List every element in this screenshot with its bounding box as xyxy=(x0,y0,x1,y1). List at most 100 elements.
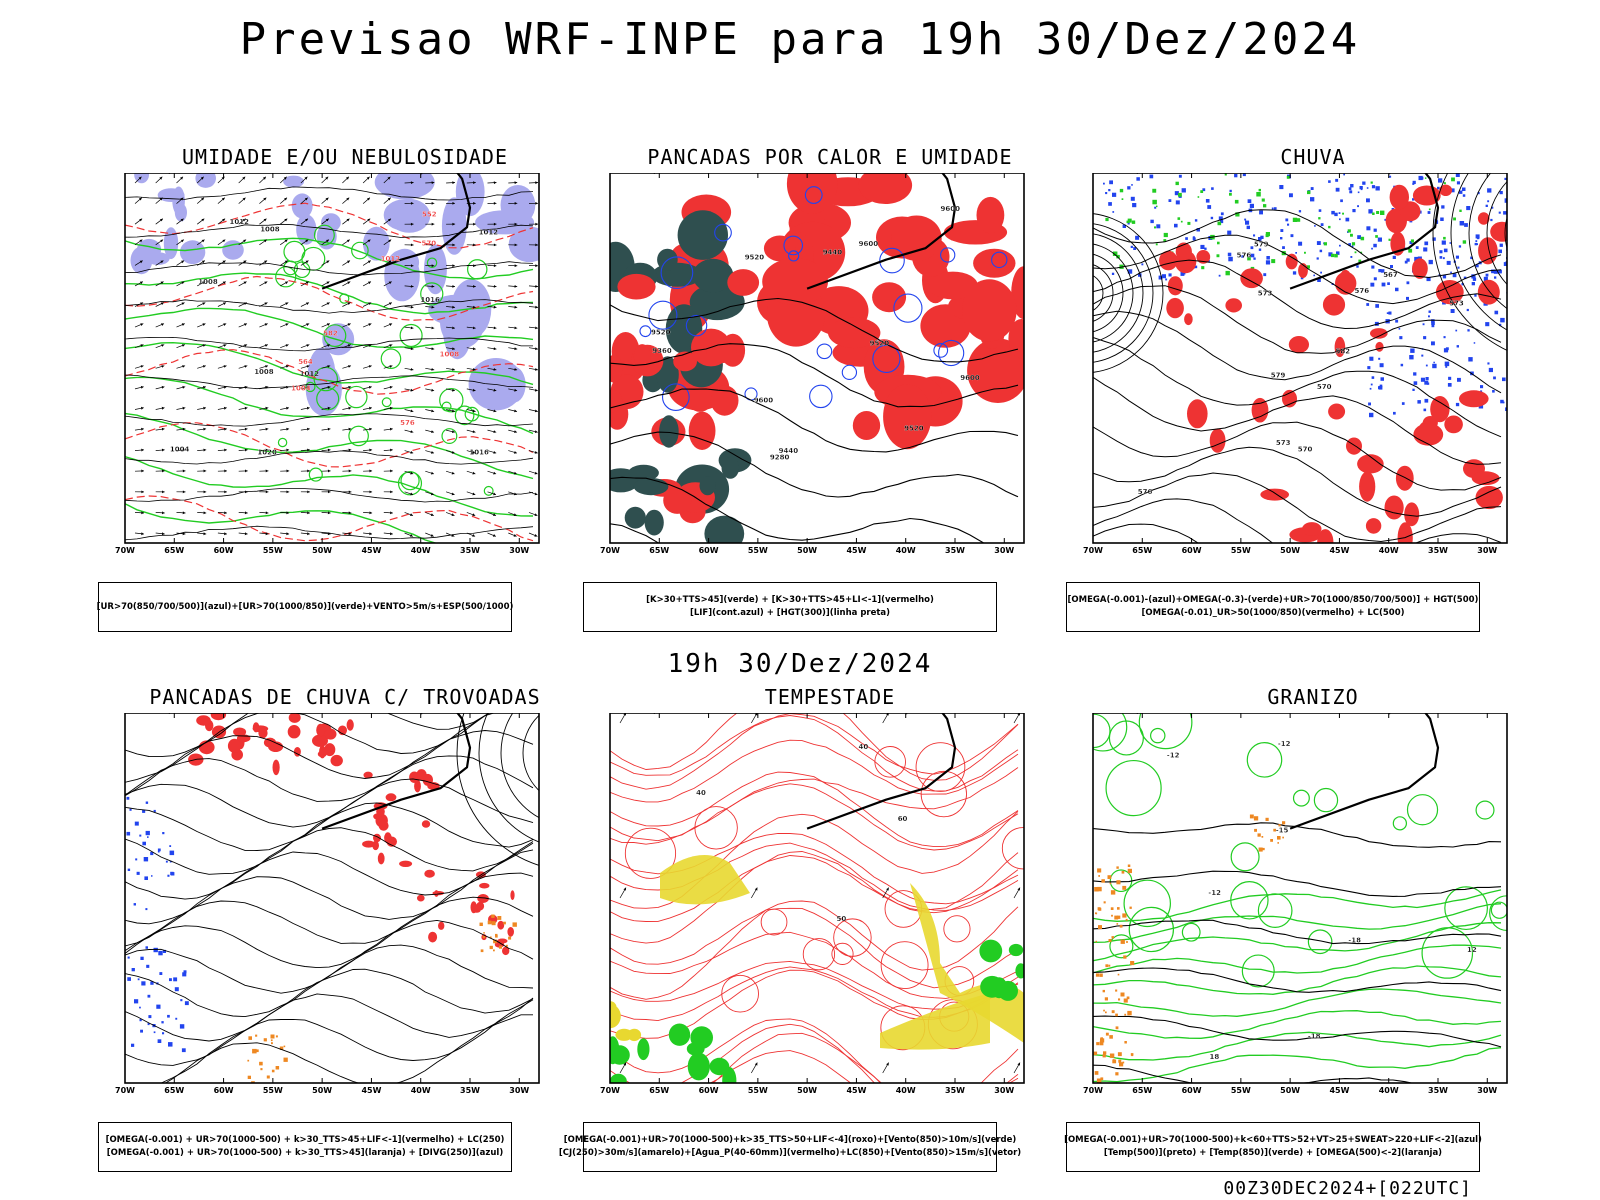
omega-blue xyxy=(1253,234,1256,237)
storm-red xyxy=(377,852,385,865)
lc850-streamline xyxy=(610,1018,1019,1083)
omega-blue xyxy=(1412,198,1415,201)
wind-vector xyxy=(431,347,435,351)
divergence-blue xyxy=(142,841,146,846)
omega-blue xyxy=(1455,173,1460,177)
hgt500-contour xyxy=(1093,472,1502,543)
lon-label: 35W xyxy=(1428,546,1448,555)
omega-orange xyxy=(1122,1061,1125,1064)
divergence-blue xyxy=(174,987,179,992)
divergence-blue xyxy=(165,860,168,863)
divergence-blue xyxy=(156,1004,161,1009)
wind-vector xyxy=(369,490,373,494)
lon-label: 30W xyxy=(994,546,1014,555)
wind-vector xyxy=(451,409,455,413)
omega-blue xyxy=(1158,275,1163,280)
wind-vector xyxy=(368,365,372,368)
omega-orange xyxy=(1257,833,1261,837)
wind-vector xyxy=(410,202,414,205)
omega-blue xyxy=(1265,260,1271,265)
wind-vector xyxy=(493,409,497,413)
storm-red xyxy=(502,946,510,956)
wind-vector xyxy=(388,302,392,305)
wind-vector xyxy=(327,427,331,431)
humidity-contour xyxy=(439,387,464,413)
omega-orange xyxy=(1262,847,1265,851)
omega-blue xyxy=(1455,402,1460,407)
wind-vector xyxy=(431,430,434,433)
wind-vector xyxy=(326,323,330,326)
temp500-contour xyxy=(1093,967,1502,993)
omega-blue xyxy=(1310,197,1315,202)
rain-red xyxy=(1175,242,1192,261)
omega-green xyxy=(1224,173,1227,176)
omega-blue xyxy=(1279,185,1284,190)
omega-orange xyxy=(1096,1078,1102,1083)
omega-blue xyxy=(1131,184,1133,186)
wind-vector xyxy=(389,344,393,347)
lon-label: 65W xyxy=(1132,546,1152,555)
wind-vector xyxy=(203,511,207,515)
wind-vector xyxy=(472,409,476,413)
hgt500-contour xyxy=(1093,446,1502,517)
rain-red xyxy=(1322,293,1346,316)
omega-blue xyxy=(1466,206,1471,211)
humidity-area xyxy=(172,186,185,216)
lc500-contour xyxy=(1093,233,1144,353)
divergence-blue xyxy=(167,874,170,877)
omega-orange xyxy=(1109,1053,1115,1058)
jet-area xyxy=(627,1028,642,1042)
omega-blue xyxy=(1502,401,1505,404)
lon-label: 50W xyxy=(797,546,817,555)
wind-vector xyxy=(243,281,247,285)
wind-vector xyxy=(264,302,268,305)
contour-label: -12 xyxy=(1167,752,1180,760)
lon-label: 65W xyxy=(649,546,669,555)
wind-vector xyxy=(514,181,518,185)
contour-label: 579 xyxy=(1271,372,1286,380)
divergence-blue xyxy=(127,868,131,871)
wind-vector xyxy=(181,323,185,326)
storm-orange xyxy=(259,1061,263,1066)
wind-vector xyxy=(369,448,373,452)
omega-blue xyxy=(1127,222,1130,225)
omega-blue xyxy=(1424,398,1429,403)
instability-red xyxy=(610,389,623,413)
wind-vector xyxy=(160,281,164,285)
omega-blue xyxy=(1234,174,1238,178)
wind-vector xyxy=(265,427,269,431)
contour-label: 1008 xyxy=(260,226,280,234)
omega-orange xyxy=(1127,868,1132,874)
omega-blue xyxy=(1280,237,1283,240)
humidity-contour xyxy=(380,348,402,369)
wind850-green xyxy=(1008,943,1024,957)
humidity-contour xyxy=(305,381,316,393)
wind-vector xyxy=(244,365,248,368)
lif-contour xyxy=(661,383,690,412)
instability-teal xyxy=(644,509,664,536)
wind-vector xyxy=(431,181,435,185)
instability-red xyxy=(663,487,692,514)
wind-vector xyxy=(473,222,476,226)
omega-blue xyxy=(1475,240,1478,242)
wind-vector xyxy=(473,285,476,288)
wind-vector xyxy=(431,202,435,205)
divergence-blue xyxy=(144,876,148,880)
storm-orange xyxy=(251,1081,255,1083)
wind-vector xyxy=(388,218,391,222)
thickness-contour xyxy=(125,495,534,542)
omega-blue xyxy=(1133,247,1137,250)
omega-blue xyxy=(1438,178,1443,183)
wind-vector xyxy=(305,281,309,285)
contour-label: 9520 xyxy=(904,424,924,432)
wind-vector xyxy=(369,427,372,431)
omega-blue xyxy=(1499,243,1503,247)
wind-vector xyxy=(389,385,393,389)
wind-vector xyxy=(140,323,144,326)
omega-blue xyxy=(1335,178,1339,182)
wind-vector xyxy=(140,302,144,305)
wind-vector xyxy=(473,181,476,185)
wind-vector xyxy=(514,388,518,392)
omega-blue xyxy=(1244,218,1247,221)
thickness-contour xyxy=(125,422,534,468)
